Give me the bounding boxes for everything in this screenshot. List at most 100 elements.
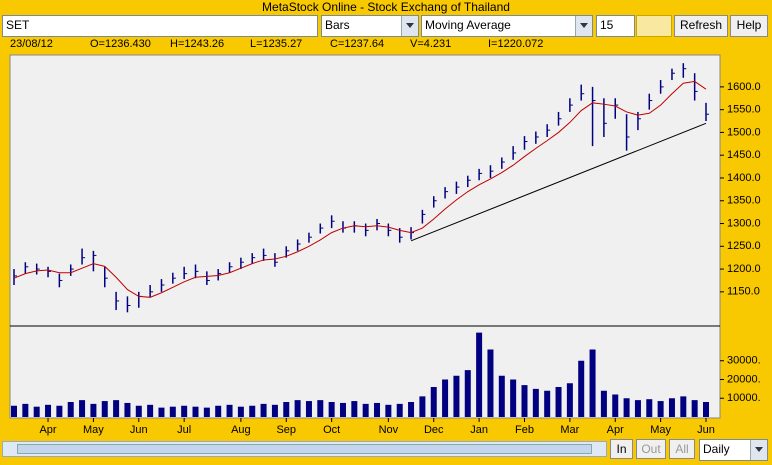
interval-dropdown[interactable]: Daily: [699, 439, 768, 461]
dropdown-arrow: [401, 16, 418, 36]
volume-bar: [33, 406, 40, 417]
volume-bar: [169, 406, 176, 417]
volume-bar: [158, 407, 165, 417]
y-tick-label: 1600.0: [727, 81, 761, 93]
zoom-all-button[interactable]: All: [669, 439, 695, 459]
volume-bar: [317, 400, 324, 417]
refresh-button[interactable]: Refresh: [674, 15, 728, 37]
x-tick-label: Nov: [379, 424, 399, 436]
volume-bar: [294, 400, 301, 417]
period-input[interactable]: 15: [596, 15, 635, 37]
volume-bar: [555, 387, 562, 417]
volume-bar: [283, 402, 290, 417]
y-tick-label: 1250.0: [727, 240, 761, 252]
volume-bar: [453, 375, 460, 417]
interval-value: Daily: [703, 442, 730, 456]
y-tick-label: 1550.0: [727, 104, 761, 116]
volume-bar: [181, 405, 188, 417]
y-tick-label: 30000.: [727, 355, 761, 367]
window-title: MetaStock Online - Stock Exchang of Thai…: [262, 0, 510, 14]
dropdown-arrow: [575, 16, 592, 36]
plot-area: [9, 54, 721, 419]
volume-bar: [11, 405, 17, 417]
volume-bar: [476, 332, 483, 417]
volume-bar: [351, 401, 358, 417]
scrollbar[interactable]: [2, 441, 607, 457]
indicator-value: Moving Average: [425, 18, 511, 32]
volume-bar: [646, 399, 653, 417]
volume-bar: [544, 390, 551, 417]
volume-bar: [22, 403, 29, 417]
volume-bar: [464, 370, 471, 417]
volume-bar: [113, 400, 120, 417]
scroll-thumb[interactable]: [17, 444, 592, 454]
volume-bar: [623, 398, 630, 417]
volume-bar: [532, 388, 539, 417]
volume-bar: [498, 375, 505, 417]
x-tick-label: Oct: [323, 424, 340, 436]
zoom-in-button[interactable]: In: [610, 439, 633, 459]
info-open: O=1236.430: [90, 38, 151, 50]
y-tick-label: 20000.: [727, 373, 761, 385]
volume-bar: [612, 394, 619, 417]
y-tick-label: 1200.0: [727, 263, 761, 275]
y-tick-label: 1500.0: [727, 126, 761, 138]
style-dropdown[interactable]: Bars: [321, 15, 419, 37]
info-indicator: I=1220.072: [488, 38, 544, 50]
volume-bar: [45, 404, 52, 417]
x-tick-label: Sep: [276, 424, 296, 436]
x-tick-label: Apr: [607, 424, 624, 436]
volume-bar: [589, 349, 596, 417]
volume-bar: [135, 405, 142, 417]
volume-bar: [600, 390, 607, 417]
info-date: 23/08/12: [10, 38, 53, 50]
x-tick-label: Aug: [231, 424, 251, 436]
volume-bar: [430, 387, 437, 417]
volume-bar: [578, 360, 585, 417]
x-tick-label: Jul: [177, 424, 191, 436]
x-tick-label: Jun: [130, 424, 148, 436]
volume-bar: [328, 402, 335, 417]
x-tick-label: May: [650, 424, 671, 436]
zoom-out-button[interactable]: Out: [636, 439, 666, 459]
info-volume: V=4.231: [410, 38, 452, 50]
volume-bar: [408, 402, 415, 417]
volume-bar: [237, 406, 244, 417]
volume-bar: [124, 402, 131, 417]
volume-bar: [680, 396, 687, 417]
volume-bar: [510, 379, 517, 417]
volume-bar: [703, 402, 709, 417]
info-low: L=1235.27: [250, 38, 303, 50]
volume-bar: [249, 405, 256, 417]
moving-average-line: [13, 80, 707, 298]
volume-bar: [521, 385, 528, 417]
x-tick-label: Jun: [697, 424, 715, 436]
volume-bar: [487, 349, 494, 417]
volume-bar: [215, 405, 222, 417]
volume-bar: [566, 383, 573, 417]
volume-bar: [192, 406, 199, 417]
symbol-input[interactable]: SET: [2, 15, 318, 37]
volume-bar: [226, 404, 233, 417]
volume-bar: [362, 403, 369, 417]
y-tick-label: 1400.0: [727, 172, 761, 184]
volume-bar: [419, 396, 426, 417]
x-tick-label: May: [83, 424, 104, 436]
volume-bar: [657, 401, 664, 417]
volume-bar: [691, 400, 698, 417]
volume-bar: [260, 403, 267, 417]
volume-bar: [90, 403, 97, 417]
info-close: C=1237.64: [330, 38, 385, 50]
volume-bar: [203, 407, 210, 417]
indicator-dropdown[interactable]: Moving Average: [421, 15, 593, 37]
dropdown-arrow: [750, 440, 767, 460]
blank-field: [636, 15, 672, 37]
volume-bar: [101, 401, 108, 417]
y-tick-label: 1350.0: [727, 195, 761, 207]
help-button[interactable]: Help: [730, 15, 768, 37]
x-tick-label: Jan: [470, 424, 488, 436]
volume-bar: [442, 379, 449, 417]
y-tick-label: 1150.0: [727, 286, 760, 298]
